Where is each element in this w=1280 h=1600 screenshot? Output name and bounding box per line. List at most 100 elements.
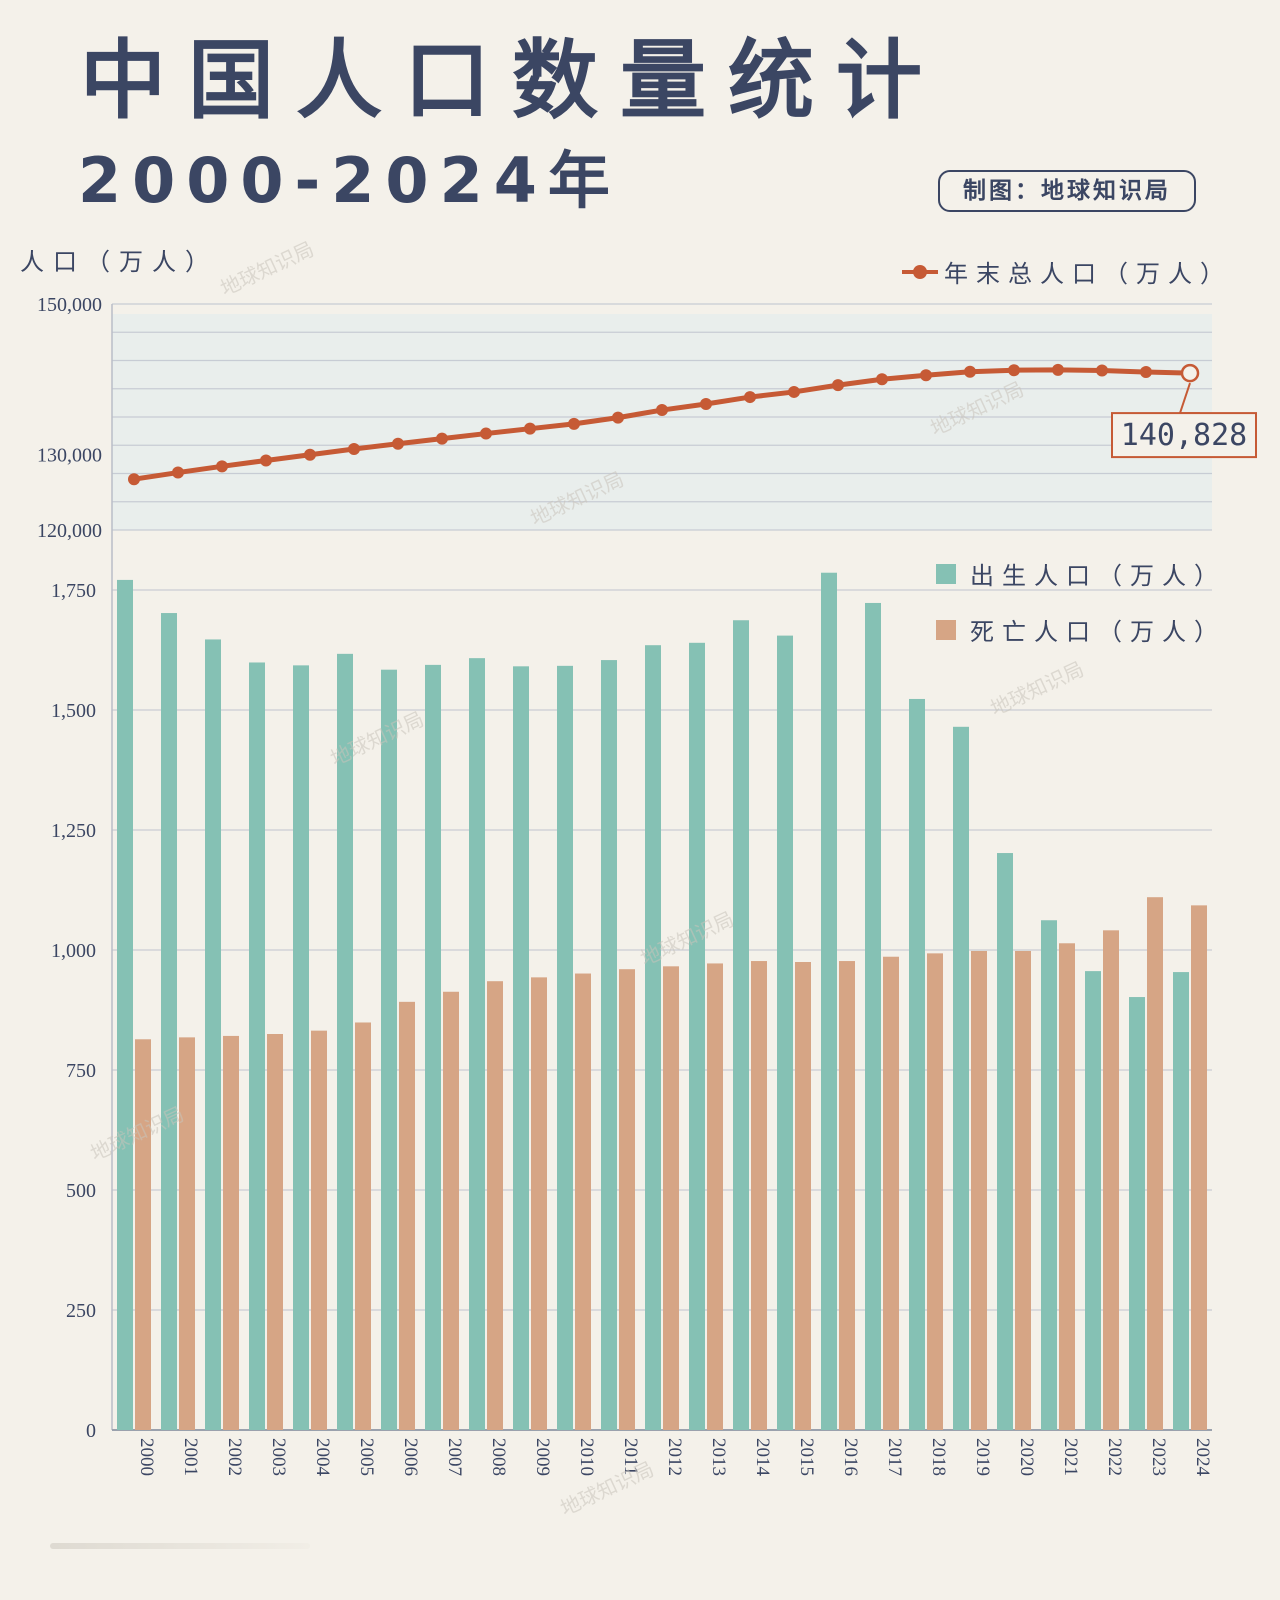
deaths-bar <box>135 1039 151 1430</box>
births-bar <box>601 660 617 1430</box>
total-population-point <box>744 391 756 404</box>
total-population-point <box>920 369 932 382</box>
births-bar <box>161 613 177 1430</box>
x-tick-label: 2024 <box>1192 1438 1213 1477</box>
x-tick-label: 2004 <box>312 1438 333 1477</box>
births-swatch-icon <box>936 563 956 584</box>
deaths-bar <box>311 1030 327 1430</box>
line-y-tick-label: 130,000 <box>37 445 102 467</box>
total-population-point <box>524 422 536 435</box>
deaths-bar <box>839 961 855 1430</box>
total-population-point <box>436 432 448 445</box>
births-bar <box>381 669 397 1430</box>
deaths-bar <box>267 1034 283 1430</box>
births-bar <box>777 635 793 1430</box>
callout-box <box>1111 412 1257 459</box>
total-population-point <box>832 379 844 392</box>
total-population-point <box>172 466 184 479</box>
x-tick-label: 2007 <box>444 1438 465 1476</box>
births-bar <box>337 653 353 1430</box>
credit-badge: 制图：地球知识局 <box>938 170 1196 212</box>
line-y-tick-label: 120,000 <box>37 520 102 542</box>
legend-births-label: 出生人口（万人） <box>970 562 1226 590</box>
line-y-tick-label: 150,000 <box>37 294 102 316</box>
deaths-bar <box>663 966 679 1430</box>
bar-y-tick-label: 1,500 <box>51 700 96 722</box>
births-bar <box>689 642 705 1430</box>
callout-label: 140,828 <box>1121 418 1247 453</box>
bar-y-tick-label: 250 <box>66 1300 96 1322</box>
x-tick-label: 2009 <box>532 1438 553 1476</box>
chart-subtitle: 2000-2024年 <box>78 144 621 217</box>
births-bar <box>953 726 969 1430</box>
deaths-bar <box>399 1001 415 1430</box>
deaths-bar <box>443 991 459 1430</box>
x-tick-label: 2016 <box>840 1438 861 1476</box>
births-bar <box>425 664 441 1430</box>
deaths-bar <box>1103 930 1119 1430</box>
bar-y-tick-label: 750 <box>66 1060 96 1082</box>
deaths-bar <box>531 977 547 1430</box>
births-bar <box>249 662 265 1430</box>
bar-y-tick-label: 1,250 <box>51 820 96 842</box>
deaths-bar <box>1059 943 1075 1430</box>
births-bar <box>1085 971 1101 1430</box>
legend-deaths-label: 死亡人口（万人） <box>970 618 1226 646</box>
total-population-point <box>656 404 668 417</box>
total-population-point <box>612 411 624 424</box>
births-bar <box>821 572 837 1430</box>
deaths-bar <box>751 961 767 1430</box>
total-population-point <box>1140 366 1152 379</box>
x-tick-label: 2002 <box>224 1438 245 1476</box>
total-population-last-point <box>1180 363 1200 383</box>
bar-y-tick-label: 0 <box>86 1420 96 1442</box>
births-bar <box>733 620 749 1430</box>
births-bar <box>997 853 1013 1430</box>
total-population-point <box>392 437 404 450</box>
x-tick-label: 2008 <box>488 1438 509 1476</box>
births-bar <box>865 602 881 1430</box>
deaths-bar <box>883 956 899 1430</box>
deaths-bar <box>1191 905 1207 1430</box>
x-tick-label: 2000 <box>136 1438 157 1476</box>
deaths-bar <box>795 962 811 1430</box>
total-population-point <box>876 373 888 386</box>
total-population-point <box>964 365 976 378</box>
births-bar <box>1173 972 1189 1430</box>
deaths-bar <box>355 1022 371 1430</box>
births-bar <box>469 658 485 1430</box>
chart-title: 中国人口数量统计 <box>80 31 944 131</box>
x-tick-label: 2001 <box>180 1438 201 1476</box>
total-population-point <box>480 427 492 440</box>
y-axis-unit-label: 人口（万人） <box>20 248 218 276</box>
total-population-point <box>304 448 316 461</box>
line-panel-background <box>112 314 1212 530</box>
x-tick-label: 2015 <box>796 1438 817 1476</box>
deaths-bar <box>179 1037 195 1430</box>
births-bar <box>117 579 133 1430</box>
deaths-bar <box>927 953 943 1430</box>
x-tick-label: 2019 <box>972 1438 993 1476</box>
births-bar <box>645 645 661 1430</box>
legend-total-label: 年末总人口（万人） <box>944 260 1232 288</box>
total-population-point <box>216 460 228 473</box>
x-tick-label: 2012 <box>664 1438 685 1476</box>
deaths-bar <box>223 1035 239 1430</box>
deaths-bar <box>575 973 591 1430</box>
watermark-text: 地球知识局 <box>217 237 318 301</box>
deaths-bar <box>487 981 503 1430</box>
x-tick-label: 2003 <box>268 1438 289 1476</box>
x-tick-label: 2021 <box>1060 1438 1081 1476</box>
x-tick-label: 2014 <box>752 1438 773 1477</box>
deaths-swatch-icon <box>936 619 956 640</box>
births-bar <box>205 639 221 1430</box>
legend-total-population: 年末总人口（万人） <box>902 254 1232 289</box>
legend-births: 出生人口（万人） <box>936 556 1226 591</box>
births-bar <box>557 665 573 1430</box>
x-tick-label: 2011 <box>620 1438 641 1475</box>
total-population-point <box>348 442 360 455</box>
total-population-point <box>1008 364 1020 377</box>
births-bar <box>909 698 925 1430</box>
x-tick-label: 2020 <box>1016 1438 1037 1476</box>
